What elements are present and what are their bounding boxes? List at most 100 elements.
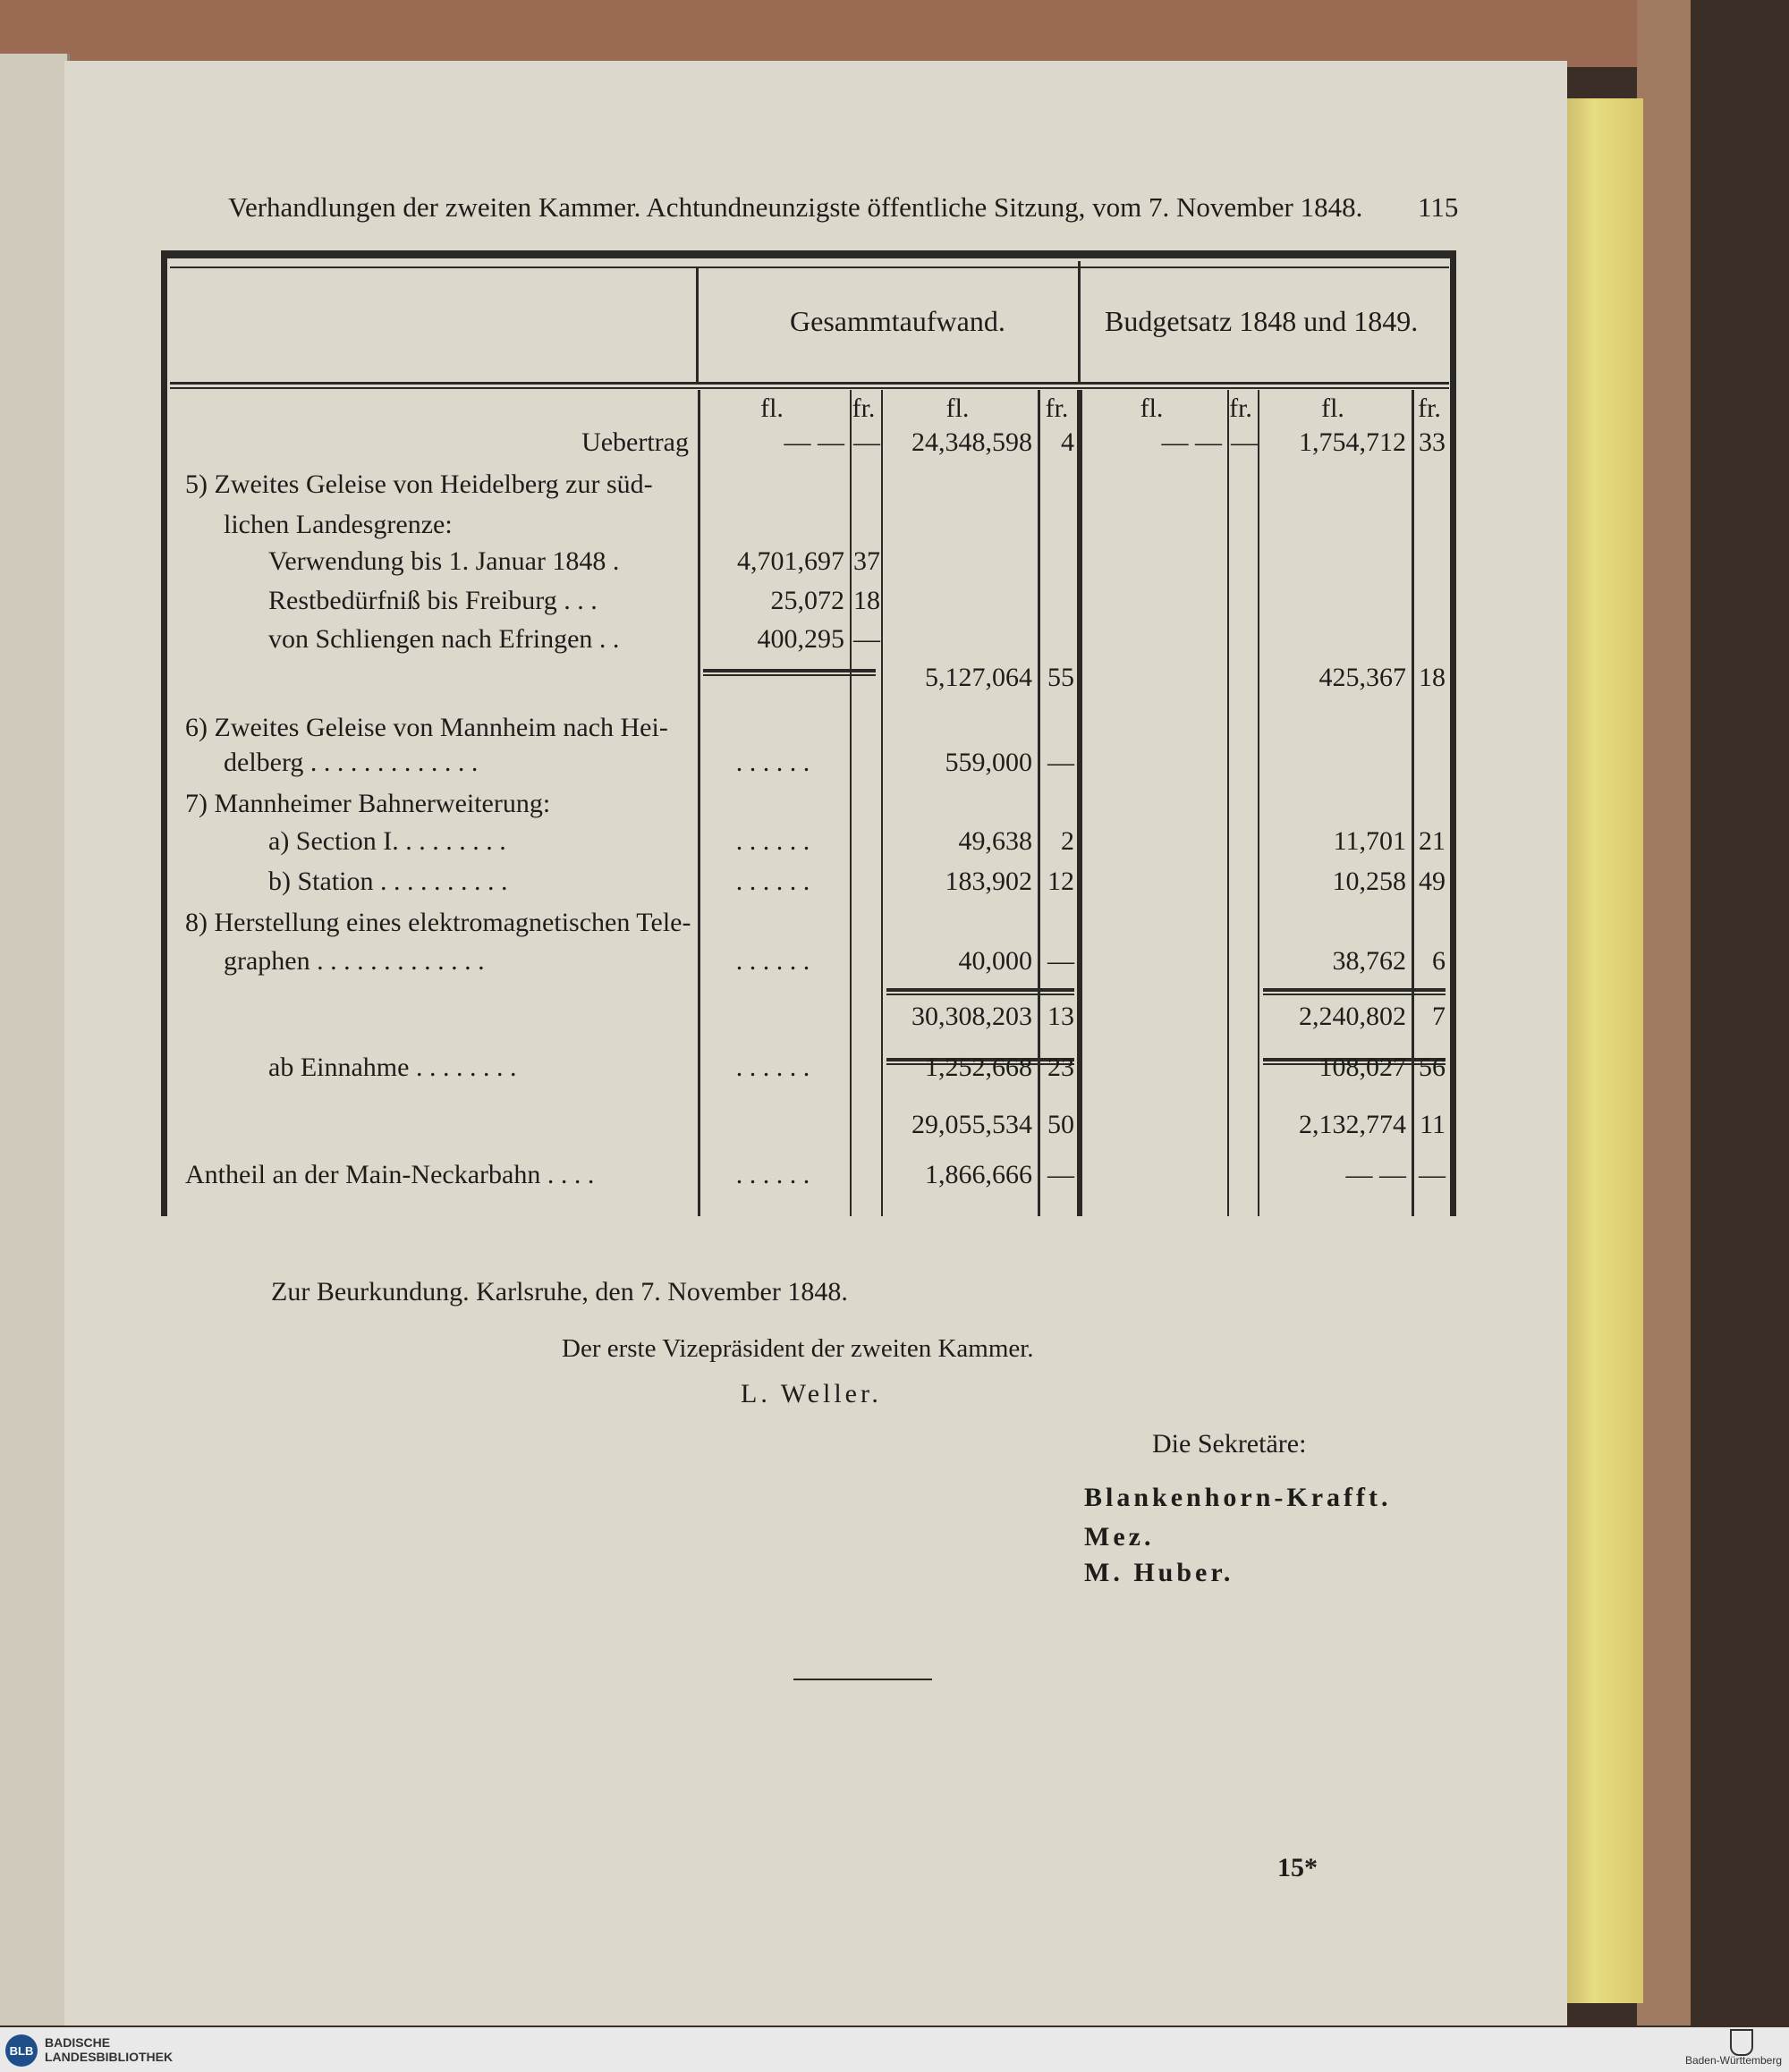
running-title: Verhandlungen der zweiten Kammer. Achtun… [228,191,1363,223]
table-cell: 108,027 [1318,1053,1407,1082]
table-cell: — — [784,427,845,457]
header-double-rule [170,382,1449,385]
column-divider [1077,390,1081,1216]
table-cell: — — [1161,427,1223,457]
sub-header-gulden: fl. [945,393,970,423]
sum-rule [1263,1058,1446,1061]
table-cell: 2,132,774 [1299,1110,1406,1139]
signature-mark: 15* [1277,1853,1318,1882]
table-cell: — [1047,1160,1074,1189]
column-divider [850,390,852,1216]
table-cell: 12 [1047,867,1074,896]
column-divider [1038,390,1040,1216]
table-cell: 1,754,712 [1299,427,1406,457]
table-cell: 21 [1419,826,1446,856]
closing-rule [793,1679,932,1680]
table-cell: — — [1345,1160,1407,1189]
header-double-rule [170,387,1449,389]
secretary-name: M. Huber. [1084,1558,1234,1587]
column-divider [1227,390,1229,1216]
column-divider [1078,261,1081,383]
table-frame [161,250,1456,1216]
table-cell: . . . . . . [735,867,810,896]
table-cell: 183,902 [945,867,1033,896]
sub-header-kreuzer: fr. [1418,393,1441,423]
attestation-line: Zur Beurkundung. Karlsruhe, den 7. Novem… [271,1277,848,1307]
table-cell: 400,295 [757,624,845,654]
table-cell: — [1047,946,1074,976]
book-cover-top [0,0,1682,67]
table-cell: . . . . . . [735,748,810,777]
table-cell: 38,762 [1332,946,1407,976]
table-cell: 11 [1420,1110,1446,1139]
table-cell: 56 [1419,1053,1446,1082]
sub-header-kreuzer: fr. [1229,393,1252,423]
sum-rule [703,669,876,672]
table-cell: 18 [1419,663,1446,692]
table-cell: 4,701,697 [737,546,844,576]
row-label: b) Station . . . . . . . . . . [268,867,508,896]
sum-rule [886,994,1074,995]
table-cell: . . . . . . [735,1160,810,1189]
sub-header-gulden: fl. [760,393,784,423]
table-cell: 30,308,203 [911,1002,1032,1031]
state-label: Baden-Württemberg [1684,2054,1782,2067]
row-label: graphen . . . . . . . . . . . . . [224,946,485,976]
sum-rule [886,988,1074,992]
table-cell: 6 [1432,946,1446,976]
row-label: von Schliengen nach Efringen . . [268,624,620,654]
row-label: lichen Landesgrenze: [224,510,453,539]
column-divider [698,390,700,1216]
column-divider [1080,390,1082,1216]
table-cell: 5,127,064 [925,663,1032,692]
sum-rule [886,1063,1074,1065]
sum-rule [1263,1063,1446,1065]
column-divider [696,266,699,383]
column-divider [1258,390,1259,1216]
secretary-name: Blankenhorn-Krafft. [1084,1483,1392,1512]
table-cell: 10,258 [1332,867,1407,896]
sub-header-kreuzer: fr. [852,393,876,423]
page-number: 115 [1418,191,1459,223]
table-cell: 37 [853,546,880,576]
table-cell: — [1047,748,1074,777]
sum-rule [1263,988,1446,992]
table-cell: 2,240,802 [1299,1002,1406,1031]
table-cell: 24,348,598 [911,427,1032,457]
column-divider [1412,390,1414,1216]
secretaries-title: Die Sekretäre: [1152,1429,1307,1459]
row-label: 7) Mannheimer Bahnerweiterung: [185,789,551,818]
row-label: Restbedürfniß bis Freiburg . . . [268,586,598,615]
group-header-budgetsatz: Budgetsatz 1848 und 1849. [1105,305,1419,337]
row-label: ab Einnahme . . . . . . . . [268,1053,517,1082]
vice-president-title: Der erste Vizepräsident der zweiten Kamm… [562,1334,1034,1363]
table-cell: 50 [1047,1110,1074,1139]
library-name: BADISCHE LANDESBIBLIOTHEK [45,2035,174,2064]
row-label: a) Section I. . . . . . . . . [268,826,506,856]
table-cell: 1,252,668 [925,1053,1032,1082]
sub-header-kreuzer: fr. [1045,393,1069,423]
row-label: 6) Zweites Geleise von Mannheim nach Hei… [185,713,668,742]
sub-header-gulden: fl. [1321,393,1344,423]
table-cell: 18 [853,586,880,615]
table-cell: 55 [1047,663,1074,692]
vice-president-name: L. Weller. [741,1379,882,1408]
table-cell: 7 [1432,1002,1446,1031]
sum-rule [1263,994,1446,995]
sub-header-gulden: fl. [1140,393,1164,423]
row-label: Antheil an der Main-Neckarbahn . . . . [185,1160,595,1189]
table-cell: — [1419,1160,1446,1189]
table-cell: . . . . . . [735,946,810,976]
table-cell: 11,701 [1333,826,1406,856]
table-cell: — [853,427,880,457]
book-cover-right [1637,0,1691,2025]
group-header-gesammtaufwand: Gesammtaufwand. [790,305,1005,337]
row-label: 8) Herstellung eines elektromagnetischen… [185,908,691,937]
table-cell: 23 [1047,1053,1074,1082]
sum-rule [886,1058,1074,1061]
table-cell: 425,367 [1318,663,1407,692]
table-cell: — [1231,427,1258,457]
table-cell: 2 [1061,826,1074,856]
table-cell: . . . . . . [735,1053,810,1082]
column-divider [881,390,883,1216]
